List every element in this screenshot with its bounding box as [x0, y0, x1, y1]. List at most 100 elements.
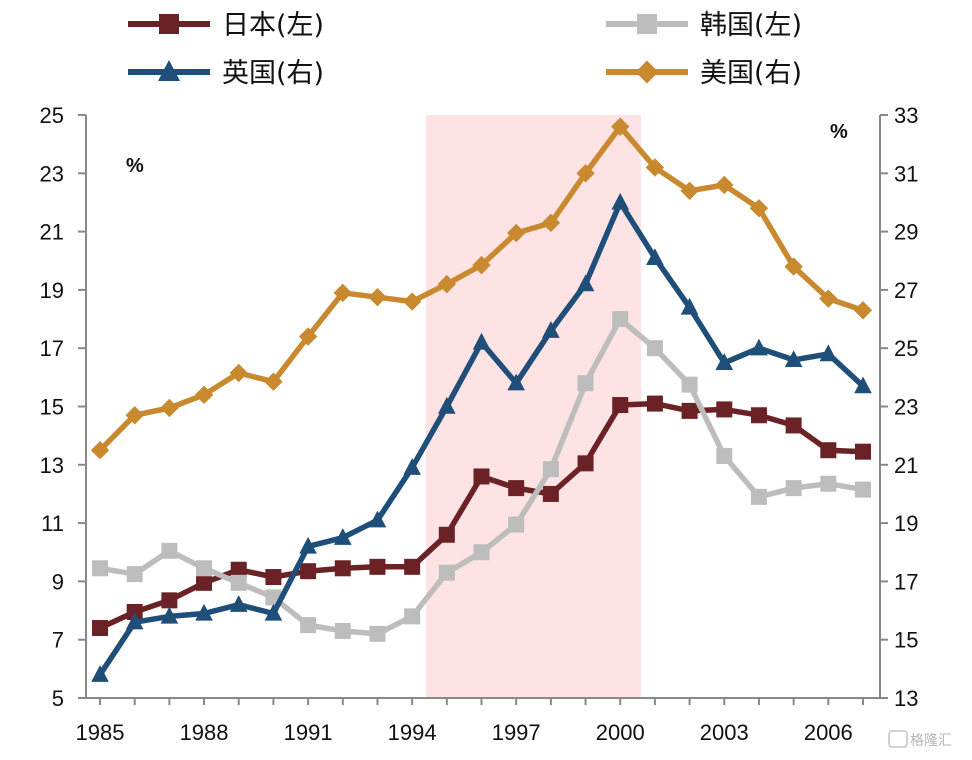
- left-tick-label: 17: [40, 336, 64, 361]
- series-diamond-right: [90, 117, 873, 460]
- data-point: [612, 397, 629, 414]
- left-tick-label: 5: [52, 686, 64, 711]
- data-point: [402, 292, 422, 311]
- left-axis-unit: %: [126, 155, 144, 177]
- data-point: [473, 544, 490, 561]
- data-point: [472, 332, 491, 350]
- data-point: [333, 283, 352, 303]
- data-point: [716, 401, 733, 418]
- data-point: [92, 560, 108, 577]
- left-tick-label: 9: [52, 569, 64, 594]
- svg-text:格隆汇: 格隆汇: [910, 733, 952, 749]
- x-tick-label: 1997: [492, 720, 541, 745]
- data-point: [230, 574, 247, 591]
- data-point: [635, 60, 659, 84]
- data-point: [195, 603, 213, 621]
- right-tick-label: 29: [894, 220, 918, 245]
- data-point: [508, 516, 525, 533]
- watermark: 格隆汇: [888, 730, 952, 749]
- data-point: [298, 327, 318, 346]
- data-point: [158, 60, 180, 81]
- x-tick-label: 1988: [180, 720, 229, 745]
- data-point: [438, 526, 455, 543]
- right-tick-label: 17: [894, 569, 918, 594]
- data-point: [369, 558, 386, 575]
- data-point: [611, 117, 630, 136]
- data-point: [577, 455, 594, 472]
- data-point: [750, 407, 767, 424]
- left-tick-label: 23: [40, 161, 64, 186]
- data-point: [472, 255, 491, 275]
- left-tick-label: 13: [40, 453, 64, 478]
- right-tick-label: 25: [894, 336, 918, 361]
- data-point: [854, 376, 872, 394]
- data-point: [403, 458, 421, 475]
- data-point: [715, 175, 734, 195]
- data-point: [264, 372, 283, 391]
- data-point: [300, 617, 317, 634]
- data-point: [750, 338, 768, 356]
- data-point: [90, 441, 110, 460]
- legend-label: 韩国(左): [700, 10, 802, 41]
- data-point: [194, 385, 214, 405]
- series-square-left: [92, 395, 871, 637]
- data-point: [855, 481, 871, 498]
- data-point: [438, 396, 456, 414]
- data-point: [853, 301, 873, 320]
- right-tick-label: 27: [894, 278, 918, 303]
- legend-item: 韩国(左): [606, 10, 802, 41]
- data-point: [159, 14, 179, 34]
- legend-label: 日本(左): [222, 10, 324, 41]
- data-point: [126, 566, 143, 583]
- data-point: [646, 395, 663, 412]
- data-point: [820, 475, 837, 492]
- data-point: [541, 213, 561, 233]
- data-point: [333, 528, 352, 545]
- data-point: [680, 181, 699, 200]
- data-point: [160, 398, 179, 418]
- data-point: [92, 620, 108, 637]
- data-point: [368, 510, 387, 528]
- data-point: [196, 574, 213, 591]
- data-point: [637, 14, 657, 34]
- data-point: [161, 592, 178, 609]
- data-point: [299, 536, 317, 554]
- data-point: [542, 485, 559, 502]
- data-point: [681, 376, 698, 393]
- data-point: [125, 406, 144, 425]
- data-point: [819, 289, 838, 308]
- right-tick-label: 13: [894, 686, 918, 711]
- legend-item: 日本(左): [128, 10, 324, 41]
- data-point: [577, 375, 594, 392]
- x-tick-label: 1991: [284, 720, 333, 745]
- data-point: [368, 287, 387, 307]
- data-point: [784, 350, 803, 368]
- right-tick-label: 19: [894, 511, 918, 536]
- data-point: [126, 604, 143, 621]
- series-square-left: [92, 311, 871, 642]
- left-tick-label: 15: [40, 395, 64, 420]
- data-point: [855, 443, 871, 460]
- series-triangle-right: [91, 192, 872, 682]
- right-tick-label: 21: [894, 453, 918, 478]
- left-tick-label: 21: [40, 220, 64, 245]
- data-point: [334, 622, 351, 639]
- data-point: [300, 563, 317, 580]
- right-axis-unit: %: [830, 121, 848, 143]
- data-point: [576, 164, 595, 183]
- data-point: [161, 542, 178, 559]
- data-point: [437, 274, 457, 294]
- data-point: [508, 480, 525, 497]
- data-point: [576, 274, 595, 292]
- data-point: [681, 402, 698, 419]
- shaded-region: [426, 115, 642, 698]
- legend-item: 美国(右): [606, 58, 802, 89]
- data-point: [229, 363, 248, 383]
- data-point: [265, 569, 282, 586]
- x-tick-label: 2003: [700, 720, 749, 745]
- data-point: [542, 321, 560, 338]
- data-point: [404, 608, 421, 625]
- legend-label: 美国(右): [700, 58, 802, 89]
- data-point: [91, 665, 109, 682]
